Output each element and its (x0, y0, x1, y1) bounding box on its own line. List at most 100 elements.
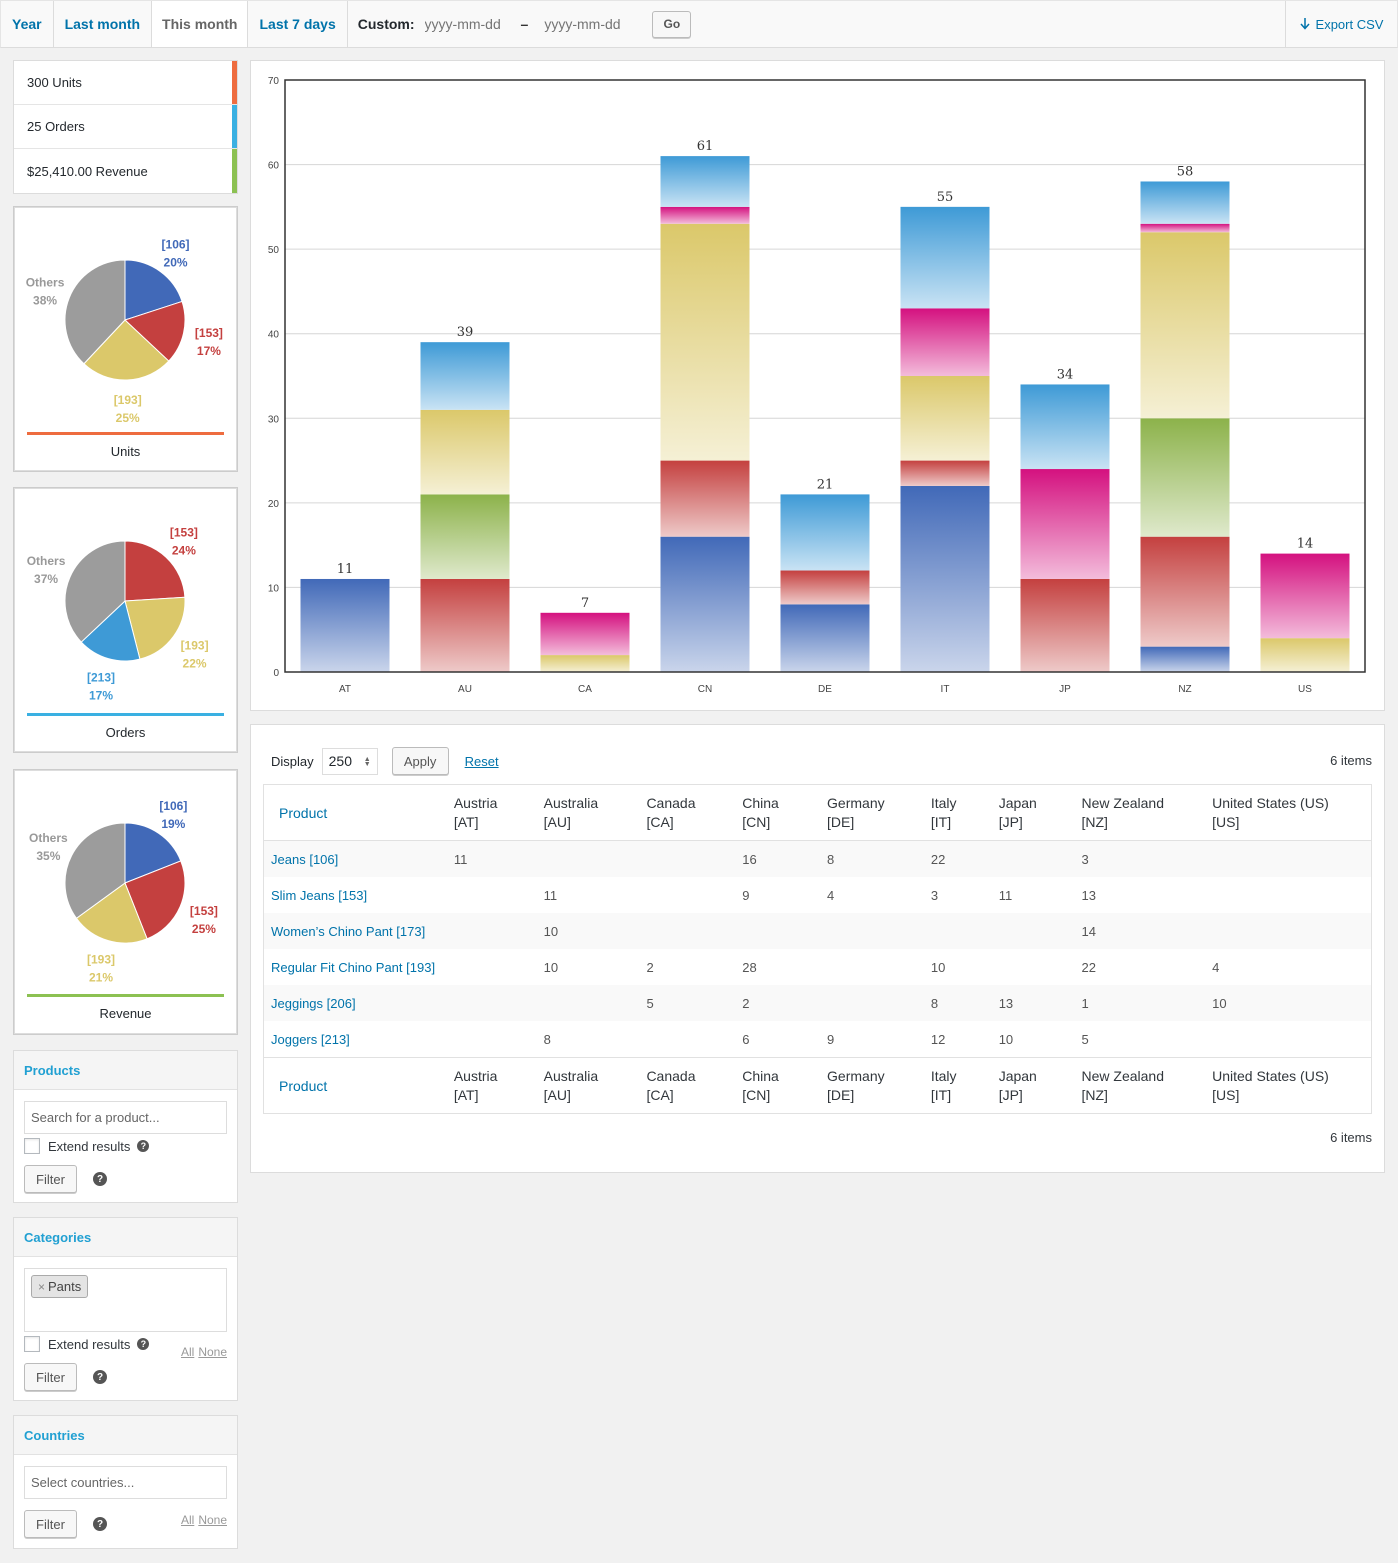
export-csv-button[interactable]: Export CSV (1285, 1, 1397, 47)
bar-segment[interactable] (780, 570, 870, 605)
categories-extend-checkbox[interactable] (24, 1336, 40, 1352)
product-link[interactable]: Joggers [213] (264, 1021, 446, 1058)
tab-last-month[interactable]: Last month (54, 1, 153, 47)
bar-segment[interactable] (420, 409, 510, 495)
products-filter-button[interactable]: Filter (24, 1165, 77, 1193)
pie-slice[interactable] (80, 600, 141, 662)
product-link[interactable]: Jeggings [206] (264, 985, 446, 1021)
category-chip-pants[interactable]: × Pants (31, 1275, 89, 1298)
apply-button[interactable]: Apply (391, 747, 449, 775)
category-select[interactable]: × Pants (24, 1268, 227, 1332)
table-cell (446, 1021, 536, 1058)
custom-range: Custom: – Go (348, 1, 702, 47)
remove-chip-icon[interactable]: × (38, 1279, 46, 1294)
categories-extend-results[interactable]: Extend results ? (24, 1336, 150, 1352)
bar-segment[interactable] (1140, 418, 1230, 537)
tab-year[interactable]: Year (1, 1, 54, 47)
bar-segment[interactable] (660, 223, 750, 461)
pie-slice[interactable] (64, 540, 126, 643)
column-code: [IT] (930, 1087, 952, 1103)
bar-segment[interactable] (1140, 232, 1230, 419)
bar-total-label: 11 (337, 562, 354, 577)
reset-link[interactable]: Reset (464, 753, 499, 769)
product-link[interactable]: Women’s Chino Pant [173] (264, 913, 446, 949)
bar-segment[interactable] (900, 485, 990, 672)
bar-segment[interactable] (540, 655, 630, 672)
go-button[interactable]: Go (652, 10, 692, 38)
bar-segment[interactable] (300, 578, 390, 672)
countries-select[interactable]: Select countries... (24, 1466, 227, 1499)
bar-segment[interactable] (1140, 223, 1230, 233)
bar-segment[interactable] (1020, 384, 1110, 470)
help-icon[interactable]: ? (93, 1172, 107, 1186)
pie-slice[interactable] (75, 882, 148, 944)
product-link[interactable]: Jeans [106] (264, 841, 446, 878)
categories-none-link[interactable]: None (198, 1345, 227, 1359)
bar-segment[interactable] (660, 206, 750, 224)
bar-segment[interactable] (1260, 638, 1350, 672)
bar-segment[interactable] (1140, 646, 1230, 672)
spinner-icon[interactable]: ▲ ▼ (363, 755, 371, 768)
help-icon[interactable]: ? (93, 1517, 107, 1531)
legend-orders[interactable]: 25 Orders (14, 105, 237, 149)
bar-segment[interactable] (1260, 553, 1350, 639)
bar-segment[interactable] (780, 494, 870, 571)
pie-slice[interactable] (124, 300, 186, 362)
pie-units-line (27, 432, 224, 435)
table-cell: 22 (930, 852, 946, 867)
bar-segment[interactable] (900, 376, 990, 461)
bar-segment[interactable] (1140, 536, 1230, 647)
legend-revenue[interactable]: $25,410.00 Revenue (14, 149, 237, 193)
per-page-input[interactable]: 250 ▲ ▼ (321, 747, 378, 775)
stacked-bar-chart: 0 10 20 30 40 50 60 70 11 AT 39 AU 7 CA 61 CN 21 DE 55 IT 34… (268, 76, 1366, 695)
bar-segment[interactable] (1020, 469, 1110, 579)
countries-filter-button[interactable]: Filter (24, 1510, 77, 1538)
table-cell: 3 (930, 888, 939, 903)
pie-slice[interactable] (124, 860, 186, 940)
product-link[interactable]: Regular Fit Chino Pant [193] (264, 949, 446, 985)
pie-slice[interactable] (64, 259, 126, 365)
tab-last-7-days[interactable]: Last 7 days (248, 1, 348, 47)
table-cell: 5 (1081, 1032, 1089, 1047)
help-icon[interactable]: ? (137, 1338, 150, 1350)
pie-slice[interactable] (124, 822, 182, 884)
pie-slice[interactable] (64, 822, 126, 919)
bar-segment[interactable] (420, 578, 510, 672)
table-cell (446, 985, 536, 1021)
categories-all-link[interactable]: All (180, 1345, 195, 1359)
bar-segment[interactable] (780, 604, 870, 672)
footer-product[interactable]: Product (263, 1057, 446, 1114)
bar-segment[interactable] (420, 494, 510, 579)
help-icon[interactable]: ? (93, 1370, 107, 1384)
bar-segment[interactable] (660, 460, 750, 537)
start-date-input[interactable] (414, 16, 515, 32)
bar-segment[interactable] (420, 342, 510, 410)
countries-none-link[interactable]: None (198, 1513, 227, 1527)
tab-this-month[interactable]: This month (152, 1, 249, 47)
bar-segment[interactable] (900, 460, 990, 486)
bar-segment[interactable] (540, 612, 630, 656)
bar-segment[interactable] (900, 308, 990, 376)
bar-segment[interactable] (1140, 181, 1230, 224)
pie-slice[interactable] (83, 319, 170, 381)
pie-label-id: Others (29, 831, 68, 845)
bar-segment[interactable] (1020, 578, 1110, 672)
products-extend-checkbox[interactable] (24, 1138, 40, 1154)
pie-slice[interactable] (124, 596, 186, 660)
categories-filter-button[interactable]: Filter (24, 1363, 77, 1391)
bar-segment[interactable] (900, 206, 990, 309)
help-icon[interactable]: ? (137, 1140, 150, 1152)
pie-slice[interactable] (124, 540, 186, 602)
pie-slice[interactable] (124, 259, 183, 321)
countries-all-link[interactable]: All (180, 1513, 195, 1527)
bar-segment[interactable] (660, 156, 750, 207)
legend-units[interactable]: 300 Units (14, 61, 237, 105)
bar-segment[interactable] (660, 536, 750, 672)
products-extend-results[interactable]: Extend results ? (24, 1138, 150, 1154)
product-name: Joggers (271, 1032, 318, 1047)
product-search-input[interactable]: Search for a product... (24, 1101, 227, 1134)
product-link[interactable]: Slim Jeans [153] (264, 877, 446, 913)
header-product[interactable]: Product (263, 784, 446, 841)
table-cell: 11 (998, 888, 1013, 903)
end-date-input[interactable] (534, 16, 635, 32)
